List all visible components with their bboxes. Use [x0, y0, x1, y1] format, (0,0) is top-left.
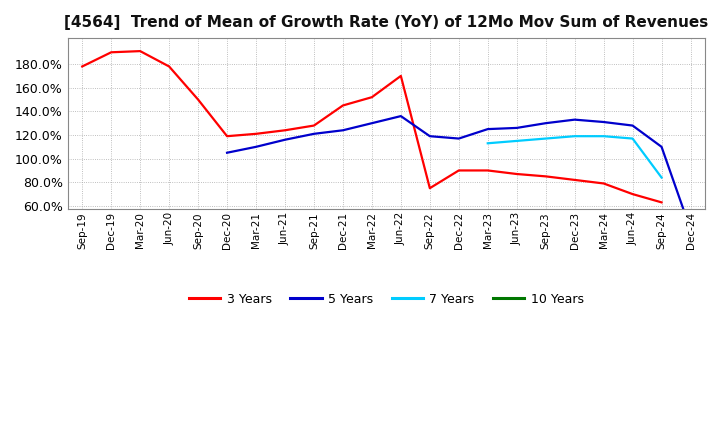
3 Years: [483, 168, 492, 173]
5 Years: [599, 119, 608, 125]
3 Years: [570, 177, 579, 183]
7 Years: [483, 141, 492, 146]
Line: 7 Years: 7 Years: [487, 136, 662, 178]
3 Years: [78, 64, 86, 69]
5 Years: [368, 121, 377, 126]
3 Years: [136, 48, 145, 54]
5 Years: [454, 136, 463, 141]
3 Years: [310, 123, 318, 128]
Line: 5 Years: 5 Years: [227, 116, 690, 230]
5 Years: [657, 144, 666, 150]
5 Years: [570, 117, 579, 122]
5 Years: [281, 137, 289, 143]
3 Years: [397, 73, 405, 79]
3 Years: [513, 171, 521, 176]
Legend: 3 Years, 5 Years, 7 Years, 10 Years: 3 Years, 5 Years, 7 Years, 10 Years: [184, 288, 589, 311]
3 Years: [368, 95, 377, 100]
3 Years: [541, 174, 550, 179]
5 Years: [513, 125, 521, 131]
3 Years: [338, 103, 347, 108]
7 Years: [629, 136, 637, 141]
5 Years: [397, 114, 405, 119]
7 Years: [599, 134, 608, 139]
3 Years: [599, 181, 608, 186]
3 Years: [629, 191, 637, 197]
3 Years: [107, 50, 115, 55]
3 Years: [165, 64, 174, 69]
5 Years: [629, 123, 637, 128]
Title: [4564]  Trend of Mean of Growth Rate (YoY) of 12Mo Mov Sum of Revenues: [4564] Trend of Mean of Growth Rate (YoY…: [64, 15, 708, 30]
3 Years: [194, 97, 202, 102]
5 Years: [310, 131, 318, 136]
7 Years: [513, 138, 521, 143]
5 Years: [222, 150, 231, 155]
7 Years: [657, 175, 666, 180]
3 Years: [222, 134, 231, 139]
3 Years: [454, 168, 463, 173]
5 Years: [483, 126, 492, 132]
Line: 3 Years: 3 Years: [82, 51, 662, 202]
7 Years: [541, 136, 550, 141]
3 Years: [281, 128, 289, 133]
3 Years: [426, 186, 434, 191]
5 Years: [541, 121, 550, 126]
3 Years: [252, 131, 261, 136]
5 Years: [426, 134, 434, 139]
7 Years: [570, 134, 579, 139]
3 Years: [657, 200, 666, 205]
5 Years: [686, 227, 695, 232]
5 Years: [252, 144, 261, 150]
5 Years: [338, 128, 347, 133]
